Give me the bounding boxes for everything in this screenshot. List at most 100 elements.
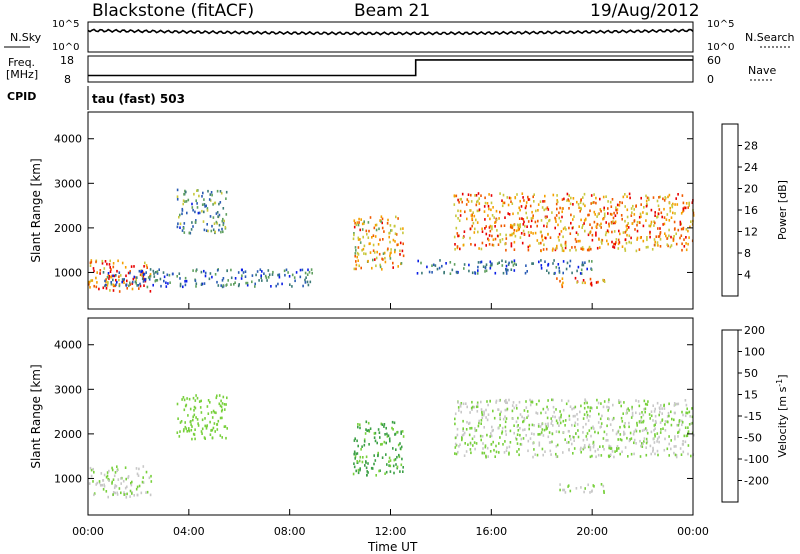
echo-cell bbox=[662, 223, 664, 226]
frequency-panel-frame bbox=[87, 55, 694, 83]
echo-cell bbox=[182, 285, 184, 289]
echo-cell bbox=[589, 406, 592, 409]
echo-cell bbox=[645, 441, 648, 445]
echo-cell bbox=[599, 445, 601, 448]
echo-cell bbox=[690, 454, 692, 458]
echo-cell bbox=[156, 279, 159, 282]
echo-cell bbox=[260, 276, 262, 280]
echo-cell bbox=[456, 246, 459, 250]
echo-cell bbox=[461, 434, 464, 437]
echo-cell bbox=[654, 221, 656, 225]
echo-cell bbox=[176, 402, 179, 406]
echo-cell bbox=[491, 429, 494, 433]
echo-cell bbox=[132, 277, 135, 281]
echo-cell bbox=[661, 412, 663, 415]
echo-cell bbox=[109, 289, 111, 292]
echo-cell bbox=[605, 221, 607, 224]
echo-cell bbox=[564, 438, 566, 441]
echo-cell bbox=[623, 433, 625, 436]
echo-cell bbox=[551, 249, 554, 252]
echo-cell bbox=[482, 447, 484, 450]
echo-cell bbox=[568, 414, 571, 418]
echo-cell bbox=[491, 243, 494, 247]
echo-cell bbox=[487, 413, 490, 416]
echo-cell bbox=[531, 210, 533, 214]
echo-cell bbox=[586, 410, 588, 414]
echo-cell bbox=[621, 201, 623, 205]
echo-cell bbox=[510, 244, 513, 248]
echo-cell bbox=[372, 249, 375, 252]
echo-cell bbox=[363, 220, 365, 223]
echo-cell bbox=[567, 399, 570, 403]
echo-cell bbox=[652, 446, 654, 450]
echo-cell bbox=[443, 271, 445, 275]
echo-cell bbox=[611, 198, 614, 201]
echo-cell bbox=[95, 260, 97, 264]
echo-cell bbox=[584, 217, 587, 221]
echo-cell bbox=[505, 449, 508, 452]
echo-cell bbox=[357, 238, 360, 241]
echo-cell bbox=[380, 220, 382, 223]
echo-cell bbox=[543, 224, 545, 228]
echo-cell bbox=[645, 427, 647, 430]
echo-cell bbox=[650, 222, 652, 226]
echo-cell bbox=[146, 266, 148, 269]
echo-cell bbox=[181, 229, 184, 232]
echo-cell bbox=[474, 427, 476, 430]
echo-cell bbox=[356, 221, 359, 224]
echo-cell bbox=[602, 445, 604, 448]
echo-cell bbox=[618, 399, 620, 402]
range-tick-label: 2000 bbox=[54, 428, 82, 441]
range-tick-label: 1000 bbox=[54, 266, 82, 279]
echo-cell bbox=[575, 487, 578, 490]
echo-cell bbox=[480, 438, 482, 442]
echo-cell bbox=[584, 281, 586, 285]
echo-cell bbox=[188, 427, 190, 430]
echo-cell bbox=[628, 240, 630, 244]
echo-cell bbox=[558, 430, 560, 434]
echo-cell bbox=[687, 426, 689, 429]
echo-cell bbox=[504, 408, 507, 412]
echo-cell bbox=[555, 455, 558, 459]
echo-cell bbox=[505, 417, 508, 420]
echo-cell bbox=[689, 415, 691, 418]
echo-cell bbox=[530, 217, 533, 220]
echo-cell bbox=[402, 231, 404, 235]
echo-cell bbox=[131, 282, 134, 285]
echo-cell bbox=[519, 427, 521, 430]
echo-cell bbox=[375, 474, 377, 477]
echo-cell bbox=[633, 438, 636, 442]
echo-cell bbox=[564, 226, 566, 229]
echo-cell bbox=[619, 201, 621, 204]
echo-cell bbox=[511, 232, 514, 236]
echo-cell bbox=[221, 227, 223, 231]
echo-cell bbox=[548, 431, 551, 434]
echo-cell bbox=[205, 229, 208, 232]
echo-cell bbox=[566, 192, 569, 196]
echo-cell bbox=[668, 435, 670, 438]
echo-cell bbox=[499, 240, 502, 244]
echo-cell bbox=[584, 399, 587, 403]
echo-cell bbox=[558, 424, 560, 427]
time-tick-label: 12:00 bbox=[375, 525, 407, 538]
echo-cell bbox=[547, 262, 550, 266]
echo-cell bbox=[185, 200, 188, 203]
echo-cell bbox=[569, 489, 572, 493]
echo-cell bbox=[363, 440, 366, 443]
echo-cell bbox=[399, 253, 401, 256]
echo-cell bbox=[615, 208, 617, 212]
echo-cell bbox=[302, 284, 304, 288]
echo-cell bbox=[591, 201, 594, 205]
echo-cell bbox=[489, 229, 492, 233]
echo-cell bbox=[357, 246, 360, 249]
echo-cell bbox=[642, 419, 645, 423]
echo-cell bbox=[527, 449, 529, 453]
echo-cell bbox=[352, 237, 355, 241]
range-tick-label: 4000 bbox=[54, 339, 82, 352]
echo-cell bbox=[115, 274, 117, 277]
echo-cell bbox=[131, 492, 133, 495]
echo-cell bbox=[502, 201, 505, 205]
echo-cell bbox=[267, 269, 270, 272]
echo-cell bbox=[658, 435, 660, 439]
echo-cell bbox=[597, 431, 599, 435]
